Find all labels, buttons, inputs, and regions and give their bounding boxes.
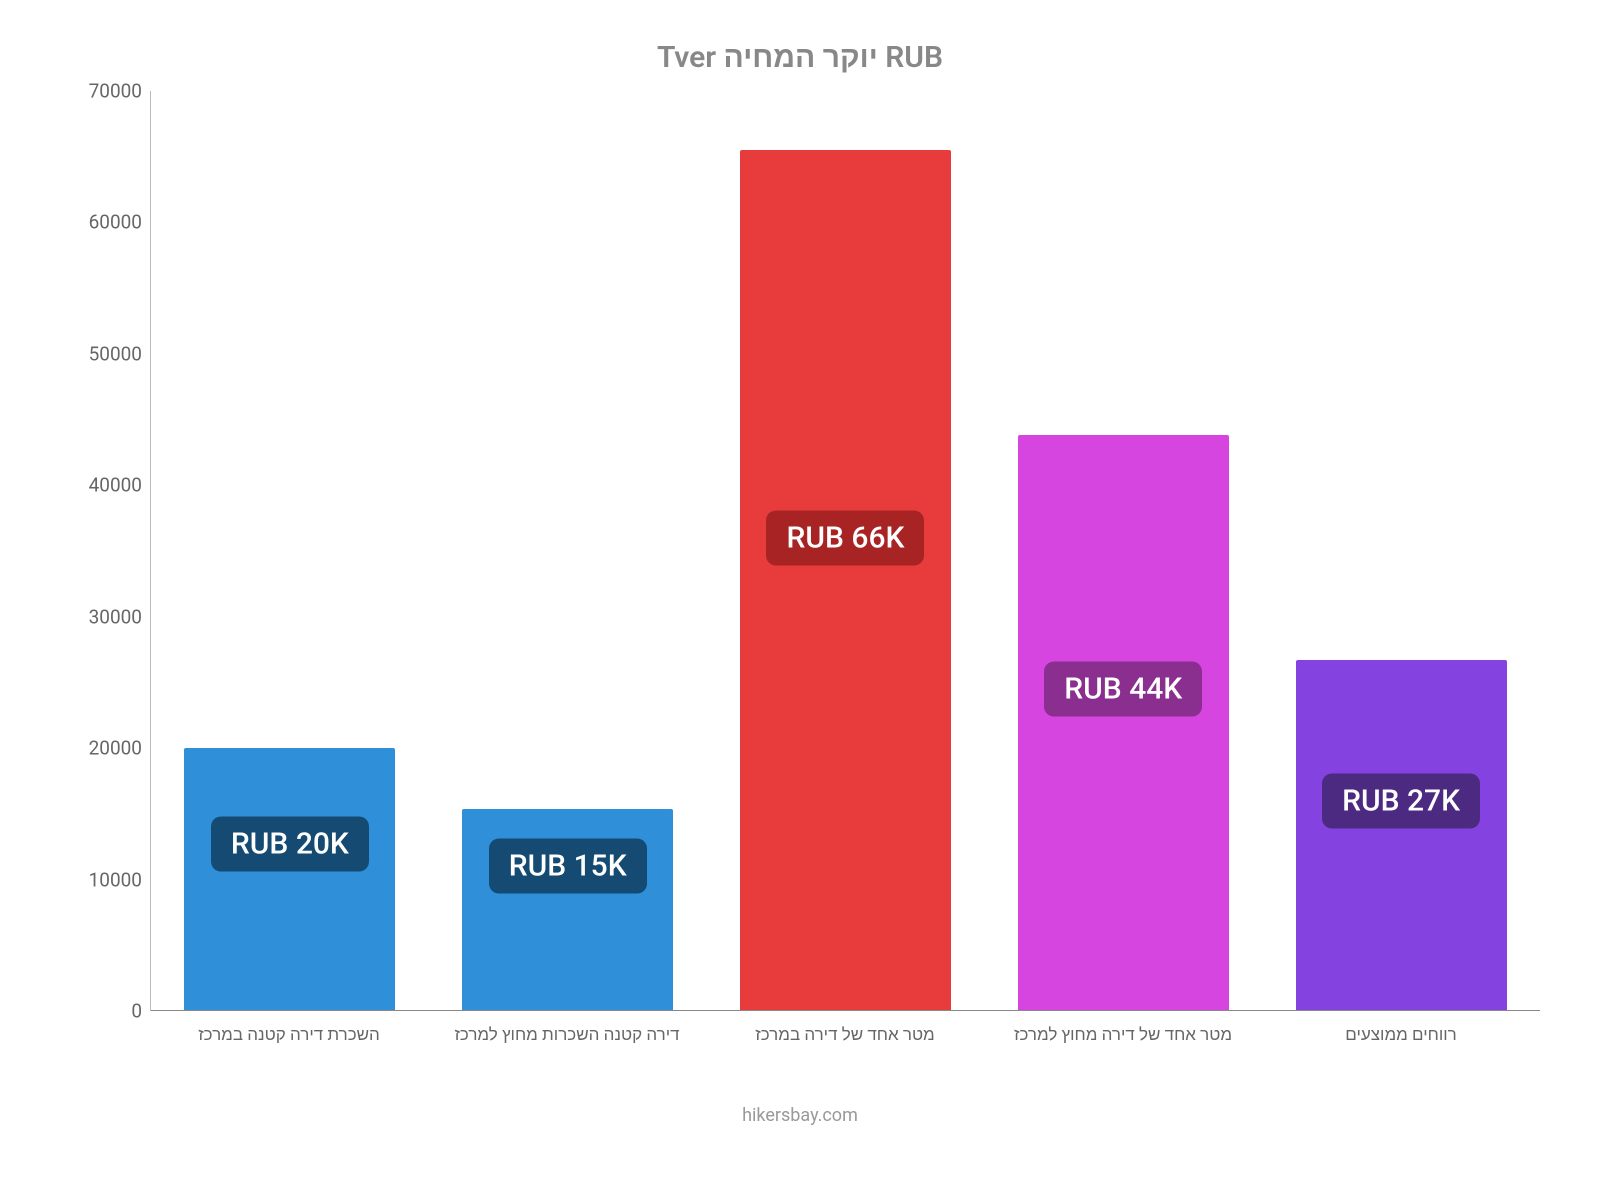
bar-slot: RUB 27K xyxy=(1262,91,1540,1011)
x-label: השכרת דירה קטנה במרכז xyxy=(150,1025,428,1045)
bar-slot: RUB 44K xyxy=(984,91,1262,1011)
bar xyxy=(1018,435,1229,1011)
y-tick: 30000 xyxy=(89,605,142,628)
bar xyxy=(1296,660,1507,1011)
plot-area: RUB 20K RUB 15K RUB 66K RUB 44K RUB 27K xyxy=(150,91,1540,1011)
bar-slot: RUB 15K xyxy=(429,91,707,1011)
y-tick: 70000 xyxy=(89,80,142,103)
chart-container: Tver יוקר המחיה RUB 0 10000 20000 30000 4000… xyxy=(0,0,1600,1200)
chart-title: Tver יוקר המחיה RUB xyxy=(60,40,1540,75)
value-badge: RUB 27K xyxy=(1322,773,1480,828)
y-tick: 10000 xyxy=(89,868,142,891)
bar-slot: RUB 66K xyxy=(707,91,985,1011)
y-tick: 40000 xyxy=(89,474,142,497)
plot-row: 010000200003000040000500006000070000 RUB… xyxy=(60,91,1540,1011)
x-axis: השכרת דירה קטנה במרכזדירה קטנה השכרות מח… xyxy=(150,1025,1540,1045)
x-label: מטר אחד של דירה מחוץ למרכז xyxy=(984,1025,1262,1045)
value-badge: RUB 15K xyxy=(489,839,647,894)
y-axis: 010000200003000040000500006000070000 xyxy=(60,91,150,1011)
x-label: מטר אחד של דירה במרכז xyxy=(706,1025,984,1045)
y-tick: 20000 xyxy=(89,737,142,760)
value-badge: RUB 20K xyxy=(211,817,369,872)
value-badge: RUB 44K xyxy=(1044,662,1202,717)
x-baseline xyxy=(151,1010,1540,1011)
y-tick: 50000 xyxy=(89,342,142,365)
x-label: רווחים ממוצעים xyxy=(1262,1025,1540,1045)
y-tick: 60000 xyxy=(89,211,142,234)
value-badge: RUB 66K xyxy=(767,510,925,565)
bar xyxy=(184,748,395,1011)
chart-footer: hikersbay.com xyxy=(60,1105,1540,1126)
bar-slot: RUB 20K xyxy=(151,91,429,1011)
bar xyxy=(740,150,951,1011)
y-tick: 0 xyxy=(131,1000,142,1023)
bars-group: RUB 20K RUB 15K RUB 66K RUB 44K RUB 27K xyxy=(151,91,1540,1011)
x-label: דירה קטנה השכרות מחוץ למרכז xyxy=(428,1025,706,1045)
